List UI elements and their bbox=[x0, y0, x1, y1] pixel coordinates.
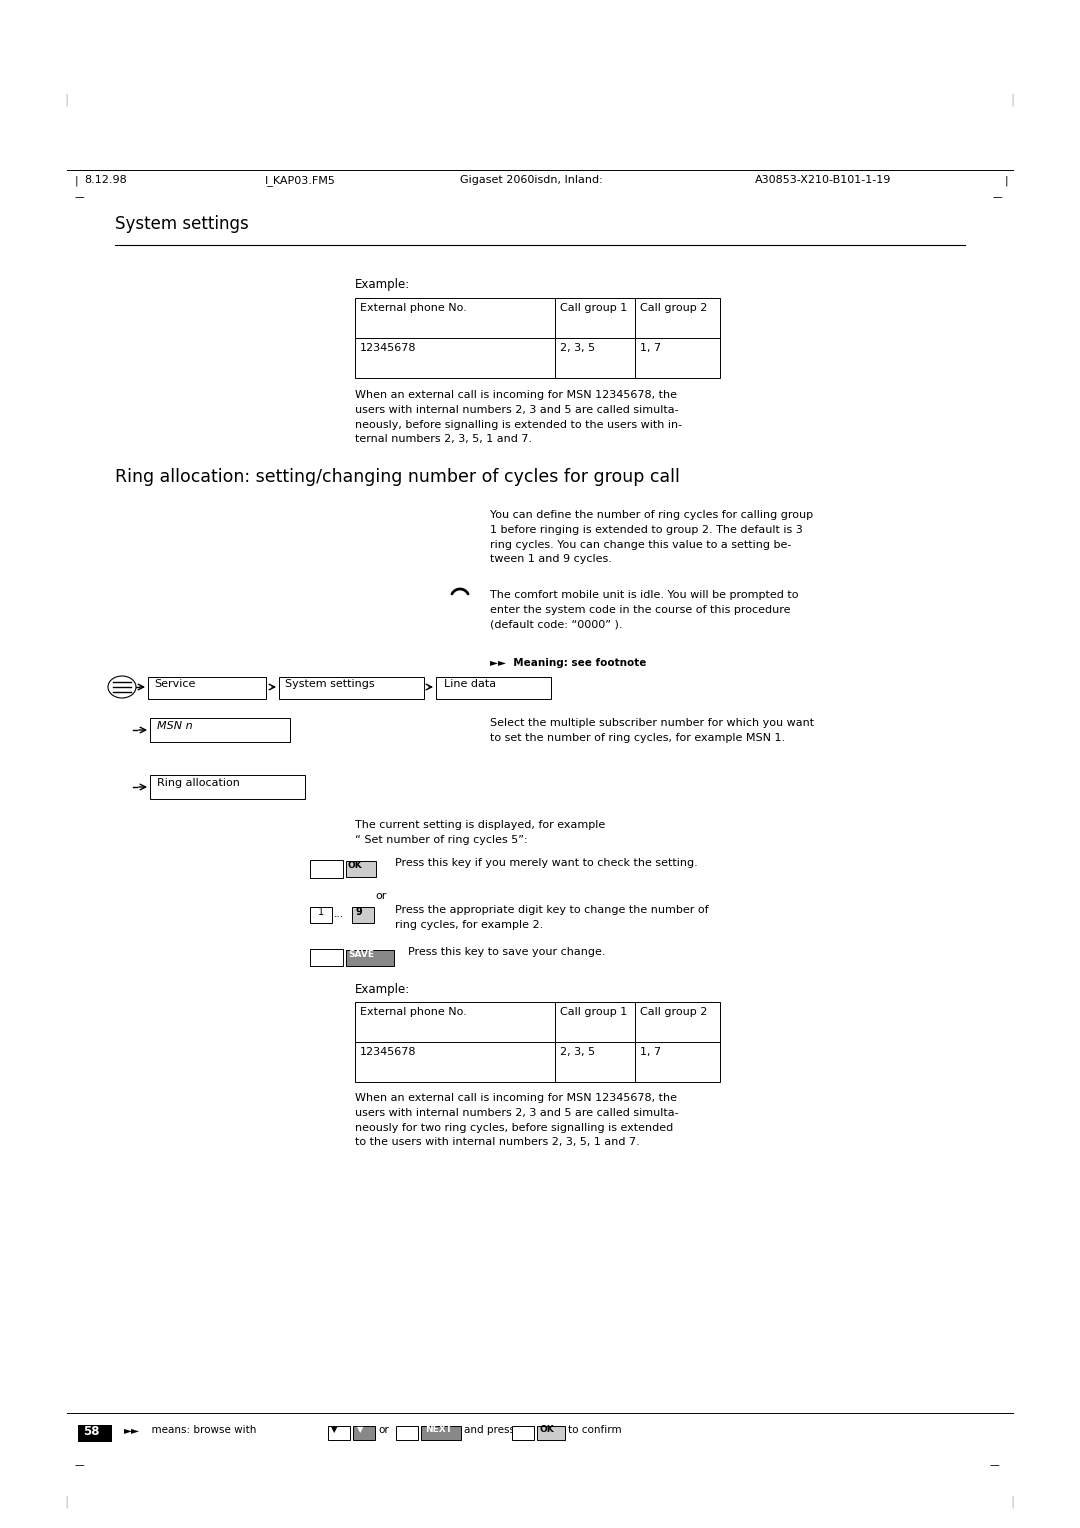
Text: OK: OK bbox=[540, 1426, 555, 1433]
Text: ▼: ▼ bbox=[357, 1426, 364, 1433]
Text: |: | bbox=[65, 93, 69, 105]
Text: —: — bbox=[993, 193, 1002, 202]
Text: 12345678: 12345678 bbox=[360, 342, 417, 353]
Bar bbox=[310, 908, 332, 923]
Text: Call group 1: Call group 1 bbox=[561, 1007, 627, 1018]
Text: Gigaset 2060isdn, Inland:: Gigaset 2060isdn, Inland: bbox=[460, 176, 603, 185]
Text: I_KAP03.FM5: I_KAP03.FM5 bbox=[265, 176, 336, 186]
Text: and press: and press bbox=[464, 1426, 515, 1435]
Text: The comfort mobile unit is idle. You will be prompted to
enter the system code i: The comfort mobile unit is idle. You wil… bbox=[490, 590, 798, 630]
Text: Call group 2: Call group 2 bbox=[640, 303, 707, 313]
Bar bbox=[346, 950, 394, 966]
Bar bbox=[352, 908, 374, 923]
Text: When an external call is incoming for MSN 12345678, the
users with internal numb: When an external call is incoming for MS… bbox=[355, 1093, 678, 1148]
Text: 8.12.98: 8.12.98 bbox=[84, 176, 126, 185]
Text: Call group 2: Call group 2 bbox=[640, 1007, 707, 1018]
Text: Call group 1: Call group 1 bbox=[561, 303, 627, 313]
Text: You can define the number of ring cycles for calling group
1 before ringing is e: You can define the number of ring cycles… bbox=[490, 510, 813, 564]
Bar bbox=[355, 1002, 720, 1082]
Text: |: | bbox=[1011, 93, 1015, 105]
Bar bbox=[353, 1426, 375, 1439]
Text: to confirm: to confirm bbox=[568, 1426, 622, 1435]
Bar bbox=[150, 775, 305, 799]
Text: External phone No.: External phone No. bbox=[360, 1007, 467, 1018]
Text: ►►  Meaning: see footnote: ►► Meaning: see footnote bbox=[490, 659, 646, 668]
Text: 58: 58 bbox=[83, 1426, 99, 1438]
Bar bbox=[396, 1426, 418, 1439]
Text: Press the appropriate digit key to change the number of
ring cycles, for example: Press the appropriate digit key to chang… bbox=[395, 905, 708, 931]
Bar bbox=[421, 1426, 461, 1439]
Text: —: — bbox=[75, 193, 84, 202]
Text: 1: 1 bbox=[318, 908, 324, 917]
Text: Press this key if you merely want to check the setting.: Press this key if you merely want to che… bbox=[395, 859, 698, 868]
Text: ►►: ►► bbox=[124, 1426, 140, 1435]
Text: |: | bbox=[75, 176, 79, 185]
Text: System settings: System settings bbox=[114, 215, 248, 232]
Text: |: | bbox=[65, 1494, 69, 1508]
Text: |: | bbox=[1011, 1494, 1015, 1508]
Bar bbox=[279, 677, 424, 698]
Text: Select the multiple subscriber number for which you want
to set the number of ri: Select the multiple subscriber number fo… bbox=[490, 718, 814, 743]
Text: MSN n: MSN n bbox=[157, 721, 192, 730]
Text: Line data: Line data bbox=[444, 678, 496, 689]
Text: Example:: Example: bbox=[355, 983, 410, 996]
Text: Press this key to save your change.: Press this key to save your change. bbox=[408, 947, 606, 957]
Text: SAVE: SAVE bbox=[348, 950, 374, 960]
Text: System settings: System settings bbox=[285, 678, 375, 689]
Text: 2, 3, 5: 2, 3, 5 bbox=[561, 342, 595, 353]
Text: Ring allocation: Ring allocation bbox=[157, 778, 240, 788]
Text: or: or bbox=[375, 891, 387, 902]
Text: When an external call is incoming for MSN 12345678, the
users with internal numb: When an external call is incoming for MS… bbox=[355, 390, 683, 445]
Text: A30853-X210-B101-1-19: A30853-X210-B101-1-19 bbox=[755, 176, 891, 185]
Bar bbox=[148, 677, 266, 698]
Bar bbox=[355, 298, 720, 377]
Text: |: | bbox=[1005, 176, 1009, 185]
Text: means: browse with: means: browse with bbox=[145, 1426, 256, 1435]
Text: —: — bbox=[990, 1459, 1000, 1470]
Ellipse shape bbox=[108, 675, 136, 698]
Bar bbox=[346, 860, 376, 877]
Text: Service: Service bbox=[154, 678, 195, 689]
Text: 9: 9 bbox=[356, 908, 363, 917]
Text: ...: ... bbox=[334, 909, 345, 918]
Text: or: or bbox=[378, 1426, 389, 1435]
Text: ▼: ▼ bbox=[330, 1426, 337, 1433]
Bar bbox=[537, 1426, 565, 1439]
Bar bbox=[78, 1426, 112, 1442]
Text: 12345678: 12345678 bbox=[360, 1047, 417, 1057]
Bar bbox=[310, 949, 343, 966]
Text: Ring allocation: setting/changing number of cycles for group call: Ring allocation: setting/changing number… bbox=[114, 468, 680, 486]
Text: 1, 7: 1, 7 bbox=[640, 342, 661, 353]
Text: External phone No.: External phone No. bbox=[360, 303, 467, 313]
Text: 1, 7: 1, 7 bbox=[640, 1047, 661, 1057]
Bar bbox=[436, 677, 551, 698]
Bar bbox=[328, 1426, 350, 1439]
Text: Example:: Example: bbox=[355, 278, 410, 290]
Text: NEXT: NEXT bbox=[426, 1426, 453, 1433]
Text: The current setting is displayed, for example
“ Set number of ring cycles 5”:: The current setting is displayed, for ex… bbox=[355, 821, 605, 845]
Text: 2, 3, 5: 2, 3, 5 bbox=[561, 1047, 595, 1057]
Bar bbox=[512, 1426, 534, 1439]
Bar bbox=[150, 718, 291, 743]
Bar bbox=[310, 860, 343, 879]
Text: OK: OK bbox=[347, 860, 362, 869]
Text: —: — bbox=[75, 1459, 84, 1470]
